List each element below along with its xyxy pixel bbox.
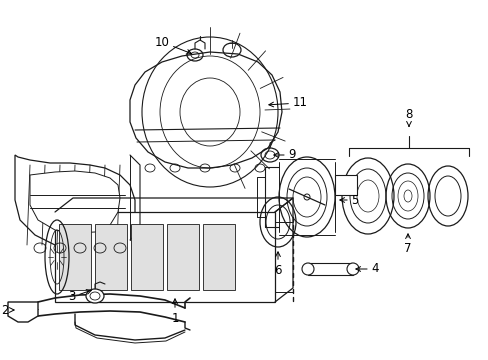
Text: 10: 10 [154, 36, 191, 54]
Ellipse shape [86, 289, 104, 303]
Bar [203, 224, 235, 290]
Bar [307, 263, 352, 275]
Text: 7: 7 [404, 234, 411, 255]
Text: 4: 4 [355, 262, 378, 275]
Text: 11: 11 [268, 96, 307, 109]
Bar [59, 224, 91, 290]
Ellipse shape [346, 263, 358, 275]
Bar [167, 224, 199, 290]
Polygon shape [130, 52, 282, 168]
Polygon shape [30, 171, 120, 233]
Ellipse shape [302, 263, 313, 275]
Text: 1: 1 [171, 299, 179, 324]
Bar [95, 224, 127, 290]
Text: 3: 3 [68, 289, 91, 303]
Text: 2: 2 [1, 303, 14, 316]
Text: 6: 6 [274, 252, 281, 276]
Bar [55, 212, 274, 302]
Text: 8: 8 [405, 108, 412, 126]
Polygon shape [8, 302, 38, 322]
Bar [334, 175, 356, 195]
Bar [131, 224, 163, 290]
Text: 9: 9 [273, 148, 295, 162]
Text: 5: 5 [339, 194, 358, 207]
Polygon shape [15, 155, 135, 248]
